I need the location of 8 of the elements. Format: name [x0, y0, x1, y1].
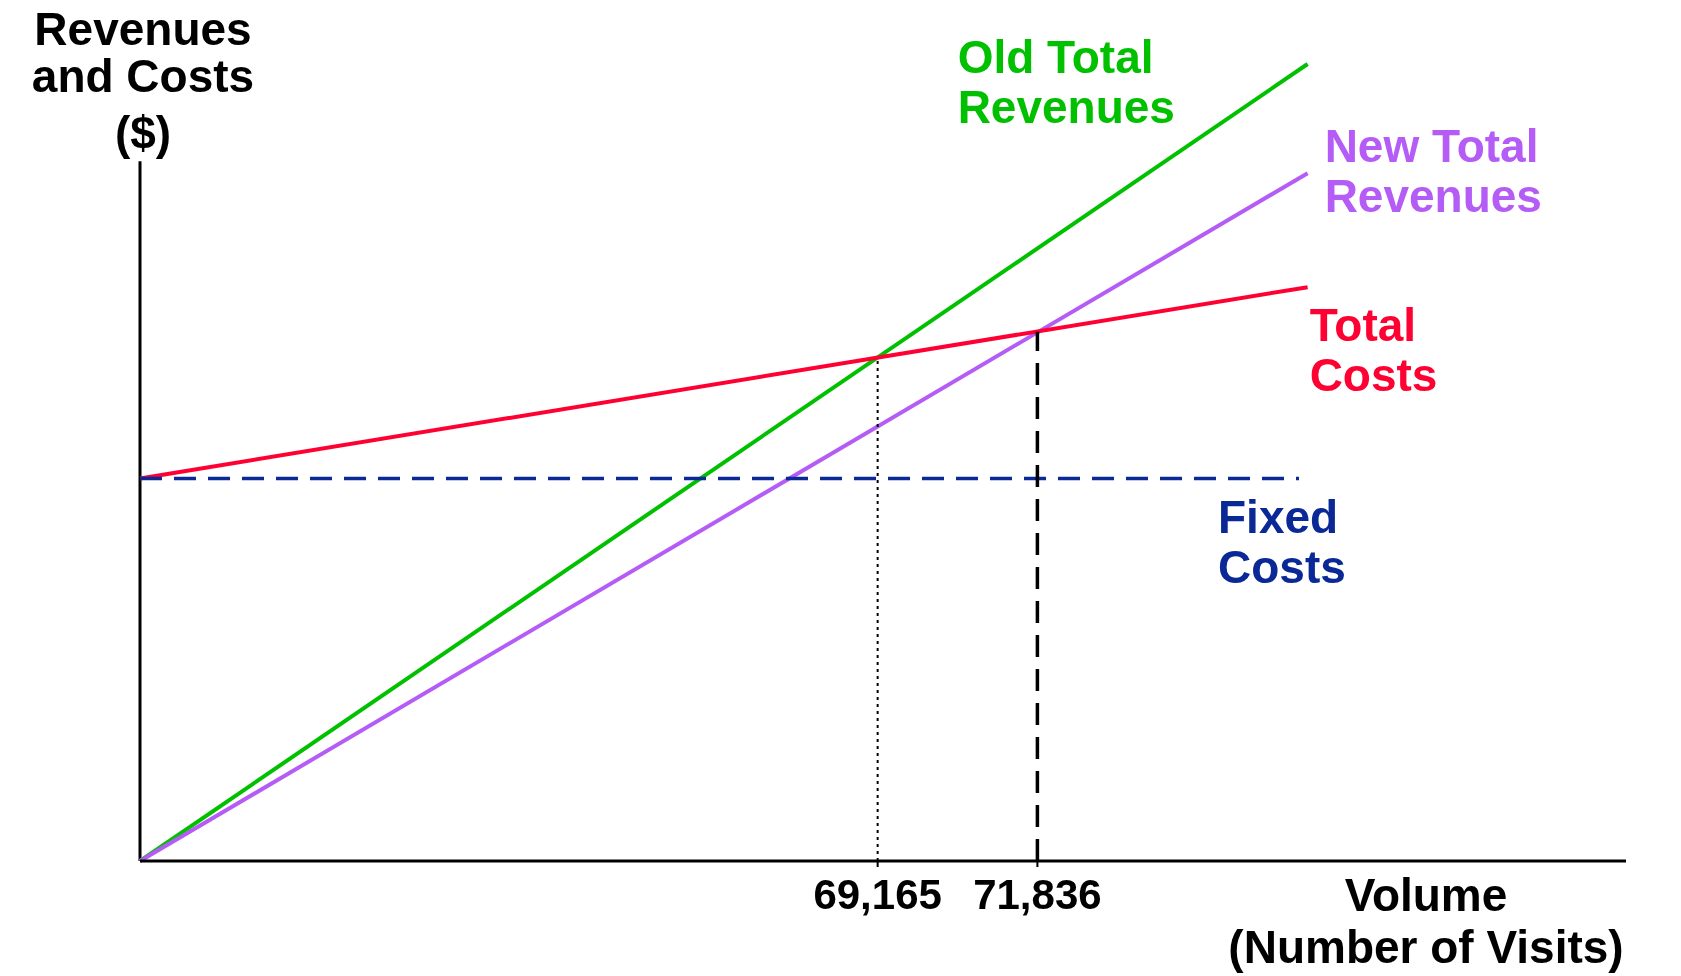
x-axis-title: Volume (Number of Visits) — [1228, 869, 1624, 973]
series-label: Total Costs — [1309, 299, 1438, 402]
series-label: Old Total Revenues — [957, 31, 1175, 133]
x-tick-label: 71,836 — [973, 871, 1102, 918]
series-label: New Total Revenues — [1324, 120, 1542, 223]
series-label: Fixed Costs — [1218, 491, 1346, 594]
y-axis-title: Revenues and Costs ($) — [31, 3, 255, 159]
x-tick-label: 69,165 — [813, 871, 942, 918]
